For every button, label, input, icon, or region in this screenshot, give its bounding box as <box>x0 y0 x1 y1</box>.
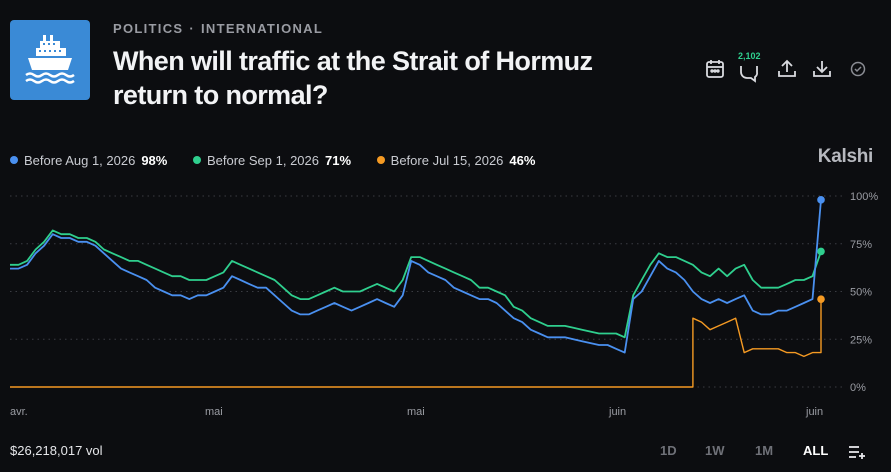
range-1w[interactable]: 1W <box>705 443 725 458</box>
market-thumbnail <box>10 20 90 100</box>
comment-icon[interactable] <box>737 60 761 84</box>
legend-swatch <box>192 156 201 164</box>
series-line <box>10 229 822 339</box>
series-endpoint <box>817 247 825 256</box>
x-tick-label: avr. <box>10 406 28 418</box>
range-1d[interactable]: 1D <box>660 443 677 458</box>
series-line <box>10 299 822 388</box>
legend-value: 98% <box>141 153 168 168</box>
y-tick-label: 50% <box>850 287 872 299</box>
breadcrumb: POLITICS · INTERNATIONAL <box>113 21 323 36</box>
check-circle-icon[interactable] <box>846 57 870 81</box>
category-international[interactable]: INTERNATIONAL <box>201 21 324 36</box>
breadcrumb-separator: · <box>189 21 195 36</box>
legend-item-aug[interactable]: Before Aug 1, 2026 98% <box>10 153 167 168</box>
x-tick-label: juin <box>805 406 823 418</box>
list-plus-icon[interactable] <box>848 444 866 460</box>
download-icon[interactable] <box>810 57 834 81</box>
x-tick-label: mai <box>407 406 425 418</box>
price-chart[interactable]: 100% 75% 50% 25% 0% avr. mai mai juin juin <box>0 180 891 425</box>
y-tick-label: 100% <box>850 191 878 203</box>
ship-icon <box>25 35 75 84</box>
page-title: When will traffic at the Strait of Hormu… <box>113 46 593 110</box>
legend-label: Before Aug 1, 2026 <box>24 153 136 168</box>
y-tick-label: 75% <box>850 239 872 251</box>
legend-item-sep[interactable]: Before Sep 1, 2026 71% <box>192 153 352 168</box>
brand-logo: Kalshi <box>817 146 874 167</box>
legend-label: Before Jul 15, 2026 <box>390 153 504 168</box>
y-tick-label: 25% <box>850 334 872 346</box>
legend-swatch <box>376 156 385 164</box>
range-all[interactable]: ALL <box>803 443 829 458</box>
x-tick-label: mai <box>205 406 223 418</box>
y-tick-label: 0% <box>850 382 866 394</box>
legend-value: 71% <box>325 153 352 168</box>
series-endpoint <box>817 295 825 303</box>
legend-swatch <box>10 156 18 164</box>
legend-value: 46% <box>509 153 536 168</box>
series-endpoint <box>817 196 825 204</box>
volume-label: $26,218,017 vol <box>10 443 103 458</box>
x-tick-label: juin <box>608 406 626 418</box>
share-icon[interactable] <box>775 57 799 81</box>
range-1m[interactable]: 1M <box>755 443 774 458</box>
category-politics[interactable]: POLITICS <box>113 21 184 36</box>
legend-label: Before Sep 1, 2026 <box>206 153 319 168</box>
calendar-icon[interactable] <box>703 57 727 81</box>
series-line <box>10 199 822 354</box>
chart-legend: Before Aug 1, 2026 98% Before Sep 1, 2026… <box>10 153 557 168</box>
legend-item-jul[interactable]: Before Jul 15, 2026 46% <box>376 153 536 168</box>
comments-count: 2,102 <box>738 51 761 61</box>
